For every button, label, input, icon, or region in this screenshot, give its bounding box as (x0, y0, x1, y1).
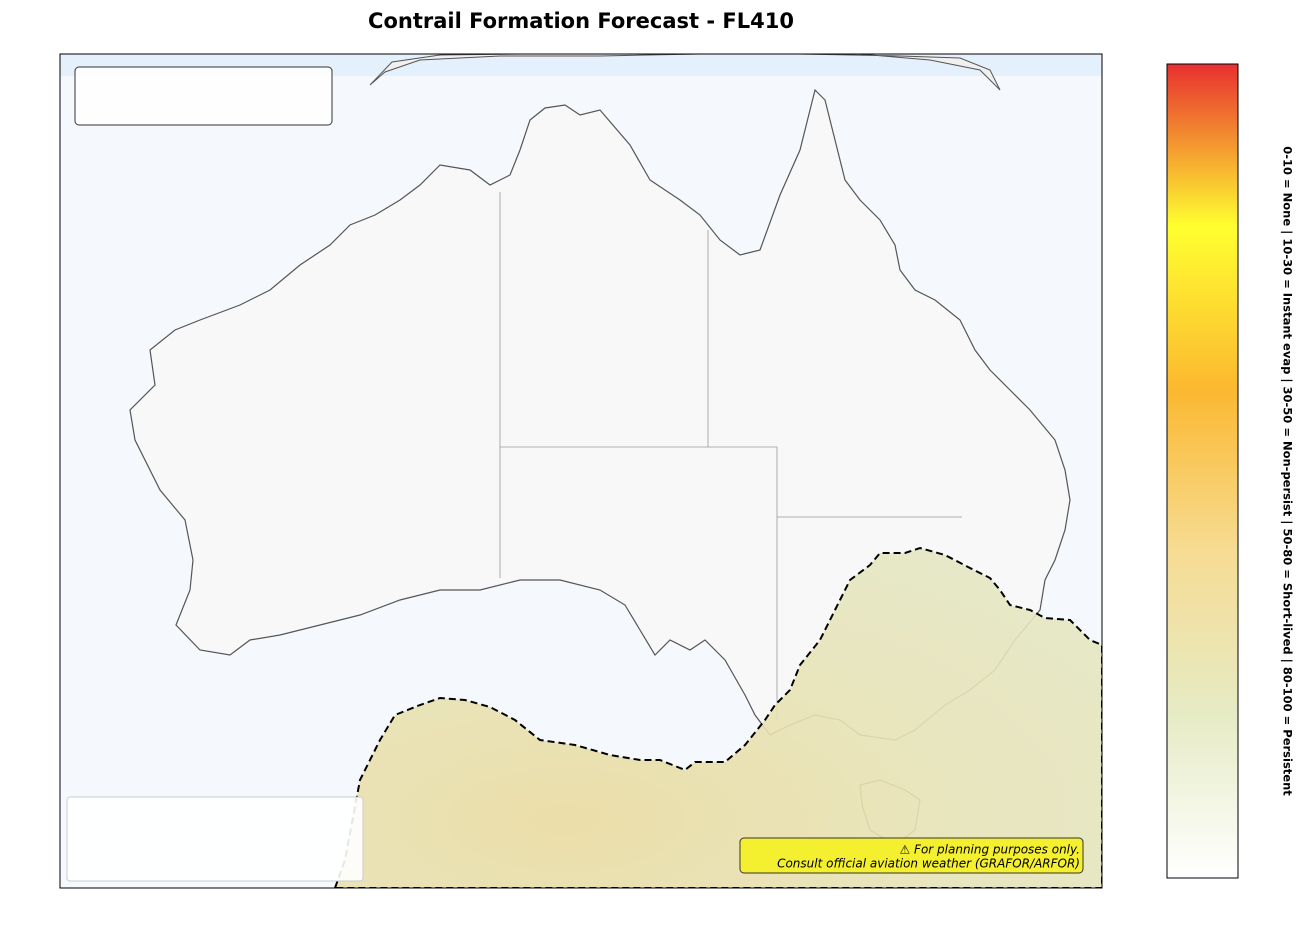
note-box (739, 837, 1084, 874)
contrail-region (333, 546, 1102, 888)
map-area (60, 54, 1102, 888)
note-line: Consult official aviation weather (GRAFO… (777, 857, 1080, 871)
colorbar-label: 0-10 = None | 10-30 = Instant evap | 30-… (1281, 146, 1295, 796)
land (369, 54, 1001, 91)
colorbar (1166, 63, 1239, 879)
note-line: ⚠ For planning purposes only. (900, 843, 1080, 857)
state-borders (499, 192, 962, 720)
mainland (129, 88, 1071, 741)
title: Contrail Formation Forecast - FL410 (368, 9, 794, 33)
info-box (74, 66, 333, 126)
legend-box (66, 796, 364, 882)
map-frame (59, 53, 1103, 889)
